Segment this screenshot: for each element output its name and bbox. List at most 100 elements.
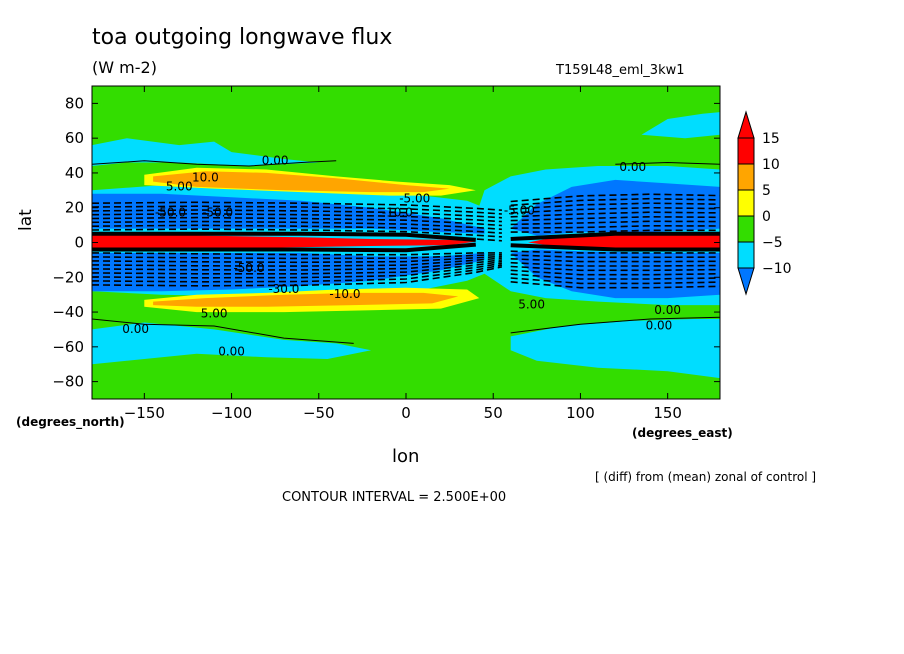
region-cyan-se bbox=[510, 319, 720, 379]
contour-line-ne bbox=[510, 202, 720, 210]
contour-label: 5.00 bbox=[166, 179, 193, 193]
contour-line-ne bbox=[510, 211, 720, 218]
y-tick-label: −20 bbox=[52, 268, 84, 286]
x-tick-label: 0 bbox=[401, 404, 411, 422]
contour-label: 5.00 bbox=[518, 298, 545, 312]
contour-line-zero bbox=[510, 316, 720, 334]
contour-line-ne bbox=[510, 206, 720, 214]
contour-label: -5.00 bbox=[399, 192, 430, 206]
contour-label: 5.00 bbox=[201, 306, 228, 320]
colorbar-label: 0 bbox=[762, 209, 771, 225]
contour-label: 0.00 bbox=[654, 303, 681, 317]
contour-line-equator bbox=[510, 231, 720, 241]
contour-line-sw bbox=[92, 262, 503, 279]
contour-line-nw bbox=[92, 201, 502, 211]
colorbar-bin bbox=[737, 189, 755, 217]
colorbar-arrow-top bbox=[737, 110, 755, 139]
colorbar-arrow-bottom bbox=[737, 267, 755, 296]
contour-line-nw bbox=[92, 205, 502, 215]
y-tick-label: 0 bbox=[74, 234, 84, 252]
contour-line-ne bbox=[510, 215, 720, 222]
colorbar-bin bbox=[737, 241, 755, 269]
y-tick-label: 40 bbox=[65, 164, 84, 182]
region-cyan-ne bbox=[641, 112, 720, 139]
contour-line-se bbox=[510, 269, 720, 276]
contour-line-ne bbox=[510, 193, 720, 203]
contour-line-se bbox=[510, 258, 720, 263]
x-tick-label: −50 bbox=[303, 404, 335, 422]
contour-line-zero bbox=[615, 161, 720, 165]
contour-line-ne bbox=[510, 197, 720, 207]
diff-note: [ (diff) from (mean) zonal of control ] bbox=[595, 470, 817, 484]
contour-label: -30.0 bbox=[268, 282, 299, 296]
contour-label: -10.0 bbox=[329, 287, 360, 301]
contour-line-se bbox=[510, 265, 720, 272]
colorbar-label: −5 bbox=[762, 235, 783, 251]
contour-label: 0.00 bbox=[646, 318, 673, 332]
region-orange-n bbox=[153, 171, 450, 193]
x-tick-label: 50 bbox=[484, 404, 503, 422]
contour-line-nw bbox=[92, 232, 502, 242]
contour-line-sw bbox=[92, 260, 503, 275]
contour-line-nw bbox=[92, 212, 502, 223]
y-tick-label: 60 bbox=[65, 129, 84, 147]
colorbar-bin bbox=[737, 163, 755, 191]
contour-line-sw bbox=[92, 257, 502, 267]
contour-label: 10.0 bbox=[192, 171, 219, 185]
contour-label: -50.0 bbox=[202, 205, 233, 219]
contour-interval: CONTOUR INTERVAL = 2.500E+00 bbox=[282, 490, 507, 505]
x-tick-label: 100 bbox=[566, 404, 595, 422]
contour-line-equator bbox=[92, 231, 476, 242]
contour-line-se bbox=[510, 261, 720, 267]
contour-line-nw bbox=[92, 228, 502, 238]
x-axis-units: (degrees_east) bbox=[632, 426, 733, 440]
y-tick-label: −60 bbox=[52, 338, 84, 356]
contour-label: 0.00 bbox=[122, 322, 149, 336]
contour-line-se bbox=[510, 281, 720, 289]
x-tick-label: −100 bbox=[211, 404, 252, 422]
contour-label: -50.0 bbox=[233, 261, 264, 275]
x-axis-label: lon bbox=[392, 446, 420, 467]
contour-line-sw bbox=[92, 264, 503, 283]
region-red-east bbox=[528, 235, 720, 248]
contour-line-nw bbox=[92, 216, 502, 227]
contour-line-sw bbox=[92, 252, 502, 256]
run-name: T159L48_eml_3kw1 bbox=[556, 63, 685, 78]
colorbar-label: 15 bbox=[762, 131, 780, 147]
contour-label: -5.00 bbox=[504, 204, 535, 218]
contour-line-ne bbox=[510, 220, 720, 226]
contour-line-se bbox=[510, 250, 720, 254]
y-tick-label: −80 bbox=[52, 373, 84, 391]
contour-label: -10.0 bbox=[382, 205, 413, 219]
contour-label: 0.00 bbox=[262, 153, 289, 167]
contour-line-nw bbox=[92, 224, 502, 234]
region-orange-s bbox=[153, 292, 459, 307]
region-cyan-nw bbox=[92, 138, 319, 166]
region-cyan-sw bbox=[92, 322, 372, 365]
contour-label: 0.00 bbox=[218, 345, 245, 359]
colorbar-bin bbox=[737, 137, 755, 165]
contour-line-sw bbox=[92, 255, 502, 264]
contour-line-sw bbox=[92, 266, 503, 287]
contour-line-se bbox=[510, 277, 720, 285]
contour-line-se bbox=[510, 273, 720, 280]
x-tick-label: 150 bbox=[653, 404, 682, 422]
colorbar-bin bbox=[737, 215, 755, 243]
contour-line-se bbox=[510, 254, 720, 259]
contour-line-nw bbox=[92, 220, 502, 231]
contour-line-zero bbox=[92, 160, 337, 167]
contour-line-ne bbox=[510, 224, 720, 229]
contour-line-equator bbox=[92, 242, 476, 253]
contour-line-ne bbox=[510, 229, 720, 233]
y-tick-label: −40 bbox=[52, 303, 84, 321]
region-red-west bbox=[92, 235, 476, 248]
colorbar-label: −10 bbox=[762, 261, 792, 277]
chart-title: toa outgoing longwave flux bbox=[92, 25, 393, 50]
y-tick-label: 20 bbox=[65, 199, 84, 217]
colorbar-label: 10 bbox=[762, 157, 780, 173]
y-axis-units: (degrees_north) bbox=[16, 415, 125, 429]
region-blue-nw bbox=[92, 193, 485, 234]
contour-line-zero bbox=[92, 318, 354, 344]
contour-label: -50.0 bbox=[155, 205, 186, 219]
